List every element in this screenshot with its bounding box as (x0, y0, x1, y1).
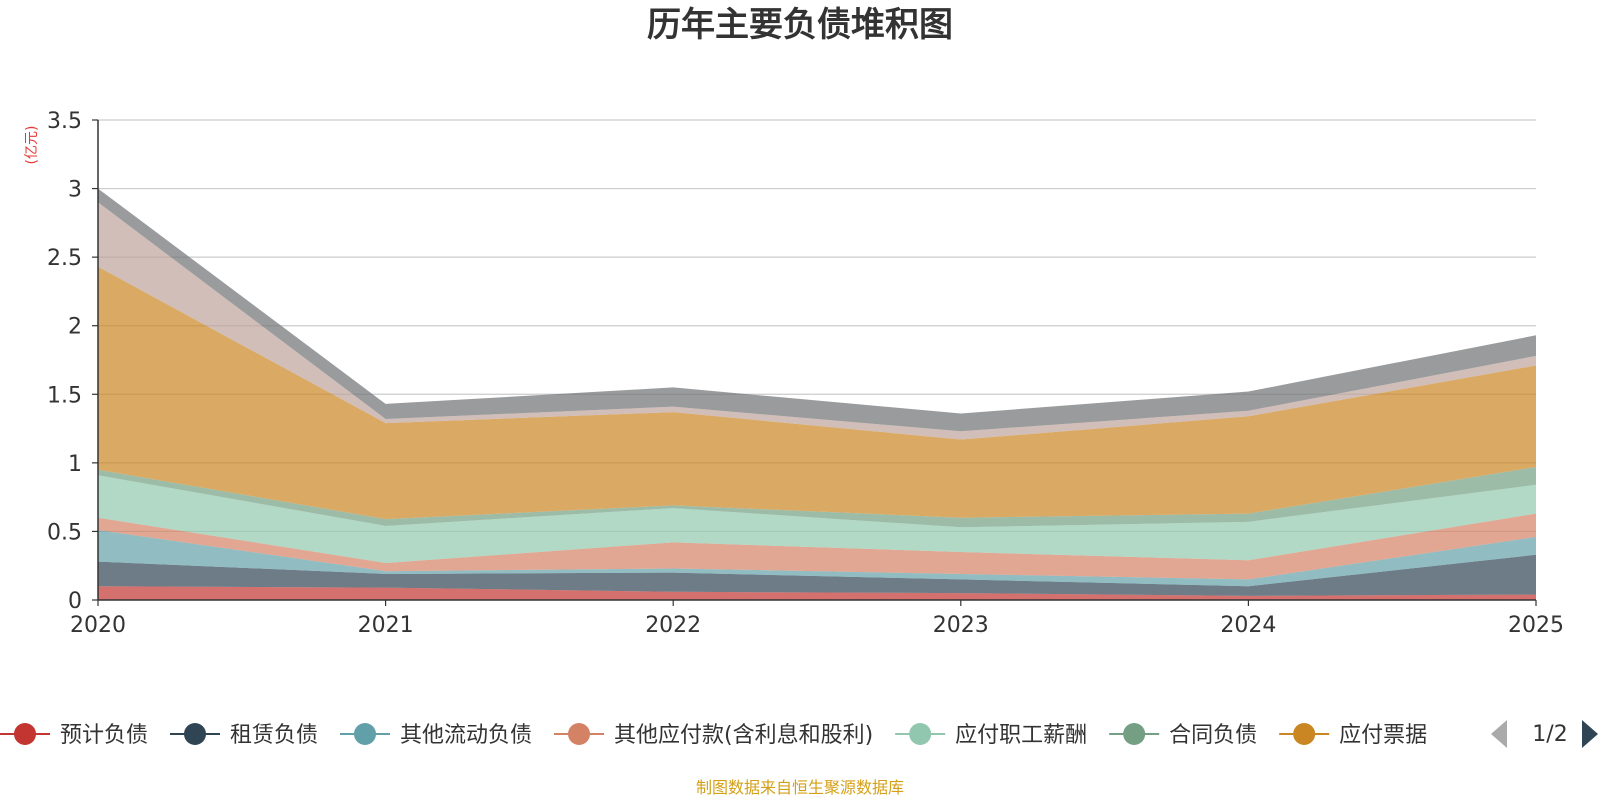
legend-marker-icon (1123, 723, 1146, 745)
legend-item[interactable]: 其他应付款(含利息和股利) (554, 723, 873, 748)
y-tick-labels: 0 0.5 1 1.5 2 2.5 3 3.5 (47, 109, 98, 614)
legend-marker-icon (14, 723, 36, 745)
legend-marker-icon (354, 723, 377, 745)
area-series-group (98, 188, 1536, 600)
legend-item[interactable]: 应付票据 (1279, 723, 1427, 748)
legend-marker-icon (184, 723, 207, 745)
legend-item[interactable]: 应付职工薪酬 (895, 723, 1087, 748)
legend-item[interactable]: 合同负债 (1109, 723, 1257, 748)
legend-label: 应付职工薪酬 (955, 723, 1087, 748)
x-tick-label: 2021 (358, 613, 414, 638)
legend-label: 其他流动负债 (400, 723, 532, 748)
x-tick-labels: 2020 2021 2022 2023 2024 2025 (70, 600, 1564, 638)
x-tick-label: 2023 (933, 613, 989, 638)
area-series-3[interactable] (98, 530, 1536, 587)
legend-next-arrow-icon[interactable] (1582, 720, 1598, 748)
y-tick-label: 2 (68, 315, 82, 340)
y-tick-label: 1.5 (47, 383, 82, 408)
area-series-7[interactable] (98, 266, 1536, 520)
legend-label: 应付票据 (1339, 723, 1427, 748)
legend-item[interactable]: 其他流动负债 (340, 723, 532, 748)
area-series-1[interactable] (98, 586, 1536, 600)
legend-marker-icon (909, 723, 932, 745)
legend: 预计负债 租赁负债 其他流动负债 其他应付款(含利息和股利) 应付职工薪酬 合同负债 应付票… (0, 723, 1427, 748)
axes (97, 120, 1536, 601)
area-series-5[interactable] (98, 475, 1536, 563)
y-axis-unit-label: (亿元) (24, 126, 40, 165)
area-series-6[interactable] (98, 466, 1536, 528)
y-tick-label: 0.5 (47, 520, 82, 545)
legend-label: 其他应付款(含利息和股利) (614, 723, 873, 748)
y-tick-label: 2.5 (47, 246, 82, 271)
legend-marker-icon (568, 723, 591, 745)
x-tick-label: 2024 (1220, 613, 1276, 638)
y-tick-label: 0 (68, 589, 82, 614)
legend-item[interactable]: 预计负债 (0, 723, 148, 748)
legend-marker-icon (1293, 723, 1316, 745)
y-tick-label: 1 (68, 452, 82, 477)
legend-label: 预计负债 (60, 723, 148, 748)
legend-prev-arrow-icon[interactable] (1491, 720, 1507, 748)
x-tick-label: 2020 (70, 613, 126, 638)
y-tick-label: 3.5 (47, 109, 82, 134)
legend-item[interactable]: 租赁负债 (170, 723, 318, 748)
area-series-4[interactable] (98, 513, 1536, 580)
x-tick-label: 2025 (1508, 613, 1564, 638)
x-tick-label: 2022 (645, 613, 701, 638)
area-series-2[interactable] (98, 554, 1536, 596)
legend-label: 租赁负债 (230, 723, 318, 748)
legend-page-indicator: 1/2 (1532, 722, 1567, 747)
y-tick-label: 3 (68, 178, 82, 203)
legend-pager: 1/2 (1491, 720, 1598, 748)
chart-title: 历年主要负债堆积图 (647, 5, 953, 45)
data-source-note: 制图数据来自恒生聚源数据库 (696, 778, 904, 797)
legend-label: 合同负债 (1169, 723, 1257, 748)
